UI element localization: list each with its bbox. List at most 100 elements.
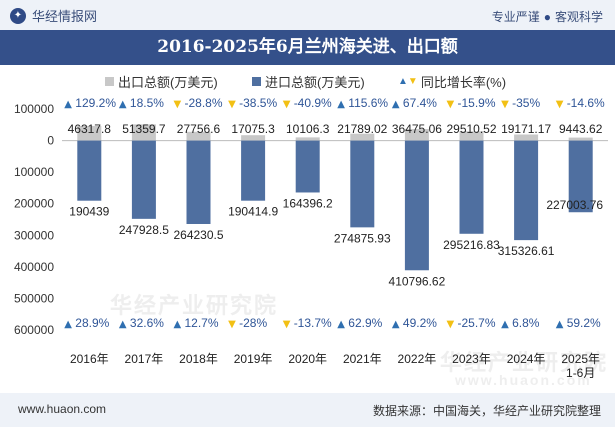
legend-import-label: 进口总额(万美元)	[265, 75, 365, 90]
legend-import: 进口总额(万美元)	[252, 72, 365, 91]
export-bar	[514, 134, 539, 141]
import-value-label: 190439	[69, 205, 109, 219]
legend-export-label: 出口总额(万美元)	[118, 75, 218, 90]
x-category-label: 2016年	[70, 352, 109, 366]
title-bar: 2016-2025年6月兰州海关进、出口额	[0, 30, 615, 65]
growth-up-icon: ▲	[392, 319, 400, 330]
export-bar	[186, 131, 211, 141]
growth-up-icon: ▲	[174, 319, 182, 330]
import-value-label: 264230.5	[173, 228, 223, 242]
growth-down-icon: ▼	[447, 319, 455, 330]
import-value-label: 315326.61	[498, 244, 555, 258]
export-growth-label: 18.5%	[130, 96, 164, 110]
export-value-label: 9443.62	[559, 122, 603, 136]
growth-down-icon: ▼	[228, 99, 236, 110]
growth-down-icon: ▼	[501, 99, 509, 110]
y-tick-label: 200000	[14, 197, 54, 211]
export-growth-label: -15.9%	[458, 96, 496, 110]
import-bar	[77, 140, 102, 201]
export-value-label: 10106.3	[286, 122, 330, 136]
growth-down-icon: ▼	[447, 99, 455, 110]
y-tick-label: 600000	[14, 323, 54, 337]
import-growth-label: -28%	[239, 316, 267, 330]
chart-title: 2016-2025年6月兰州海关进、出口额	[157, 37, 458, 57]
top-bar: ✦ 华经情报网 专业严谨 ● 客观科学	[0, 0, 615, 30]
export-growth-label: 115.6%	[348, 96, 388, 110]
import-bar	[295, 140, 320, 193]
tagline-left: 专业严谨	[491, 10, 540, 24]
growth-up-icon: ▲	[556, 319, 564, 330]
y-tick-label: 300000	[14, 228, 54, 242]
x-category-label: 2018年	[179, 352, 218, 366]
import-bar	[568, 140, 593, 213]
legend-import-swatch	[252, 77, 261, 86]
triangle-down-icon: ▼	[407, 76, 418, 87]
import-value-label: 164396.2	[283, 196, 333, 210]
import-bar	[241, 140, 266, 201]
export-value-label: 17075.3	[231, 122, 275, 136]
x-category-label: 1-6月	[566, 366, 595, 380]
import-growth-label: -13.7%	[294, 316, 332, 330]
import-bar	[514, 140, 539, 241]
x-category-label: 2021年	[343, 352, 382, 366]
export-value-label: 46317.8	[68, 122, 112, 136]
export-value-label: 36475.06	[392, 122, 442, 136]
watermark-url: www.huaon.com	[455, 372, 592, 388]
footer: www.huaon.com 数据来源：中国海关，华经产业研究院整理	[0, 393, 615, 427]
tagline: 专业严谨 ● 客观科学	[492, 8, 603, 25]
growth-up-icon: ▲	[64, 319, 72, 330]
export-bar	[459, 131, 484, 141]
import-bar	[459, 140, 484, 234]
x-category-label: 2023年	[452, 352, 491, 366]
import-value-label: 227003.76	[546, 198, 603, 212]
import-growth-label: 6.8%	[512, 316, 540, 330]
export-value-label: 29510.52	[446, 122, 496, 136]
growth-down-icon: ▼	[228, 319, 236, 330]
export-growth-label: -38.5%	[239, 96, 277, 110]
chart-legend: 出口总额(万美元) 进口总额(万美元) ▲ ▼ 同比增长率(%)	[0, 72, 615, 90]
watermark-2: 华经产业研究院	[440, 350, 609, 375]
import-growth-label: 28.9%	[75, 316, 109, 330]
export-growth-label: 67.4%	[403, 96, 437, 110]
legend-export-swatch	[105, 77, 114, 86]
y-tick-label: 0	[47, 134, 54, 148]
brand[interactable]: ✦ 华经情报网	[10, 6, 97, 25]
footer-site-link[interactable]: www.huaon.com	[18, 402, 107, 416]
import-bar	[404, 140, 429, 271]
export-value-label: 51359.7	[122, 122, 166, 136]
export-bar	[241, 135, 266, 141]
legend-growth: ▲ ▼ 同比增长率(%)	[398, 72, 506, 91]
legend-export: 出口总额(万美元)	[105, 72, 218, 91]
import-bar	[350, 140, 375, 228]
y-tick-label: 500000	[14, 291, 54, 305]
export-bar	[77, 125, 102, 141]
import-value-label: 190414.9	[228, 205, 278, 219]
export-value-label: 27756.6	[177, 122, 221, 136]
y-tick-label: 100000	[14, 165, 54, 179]
growth-down-icon: ▼	[283, 99, 291, 110]
export-value-label: 19171.17	[501, 122, 551, 136]
y-tick-label: 100000	[14, 102, 54, 116]
x-category-label: 2025年	[561, 352, 600, 366]
legend-growth-label: 同比增长率(%)	[420, 75, 507, 90]
export-bar	[131, 124, 156, 141]
export-growth-label: -35%	[512, 96, 540, 110]
import-value-label: 247928.5	[119, 223, 169, 237]
growth-down-icon: ▼	[556, 99, 564, 110]
growth-up-icon: ▲	[392, 99, 400, 110]
x-category-label: 2022年	[398, 352, 437, 366]
import-growth-label: 62.9%	[348, 316, 382, 330]
x-category-label: 2024年	[507, 352, 546, 366]
growth-up-icon: ▲	[337, 99, 345, 110]
growth-up-icon: ▲	[64, 99, 72, 110]
import-bar	[186, 140, 211, 224]
y-tick-label: 400000	[14, 260, 54, 274]
growth-up-icon: ▲	[501, 319, 509, 330]
import-value-label: 410796.62	[389, 274, 446, 288]
export-bar	[568, 137, 593, 141]
dot-separator-icon: ●	[543, 10, 551, 24]
watermark-1: 华经产业研究院	[110, 293, 279, 318]
growth-down-icon: ▼	[174, 99, 182, 110]
export-value-label: 21789.02	[337, 122, 387, 136]
import-value-label: 295216.83	[443, 238, 500, 252]
